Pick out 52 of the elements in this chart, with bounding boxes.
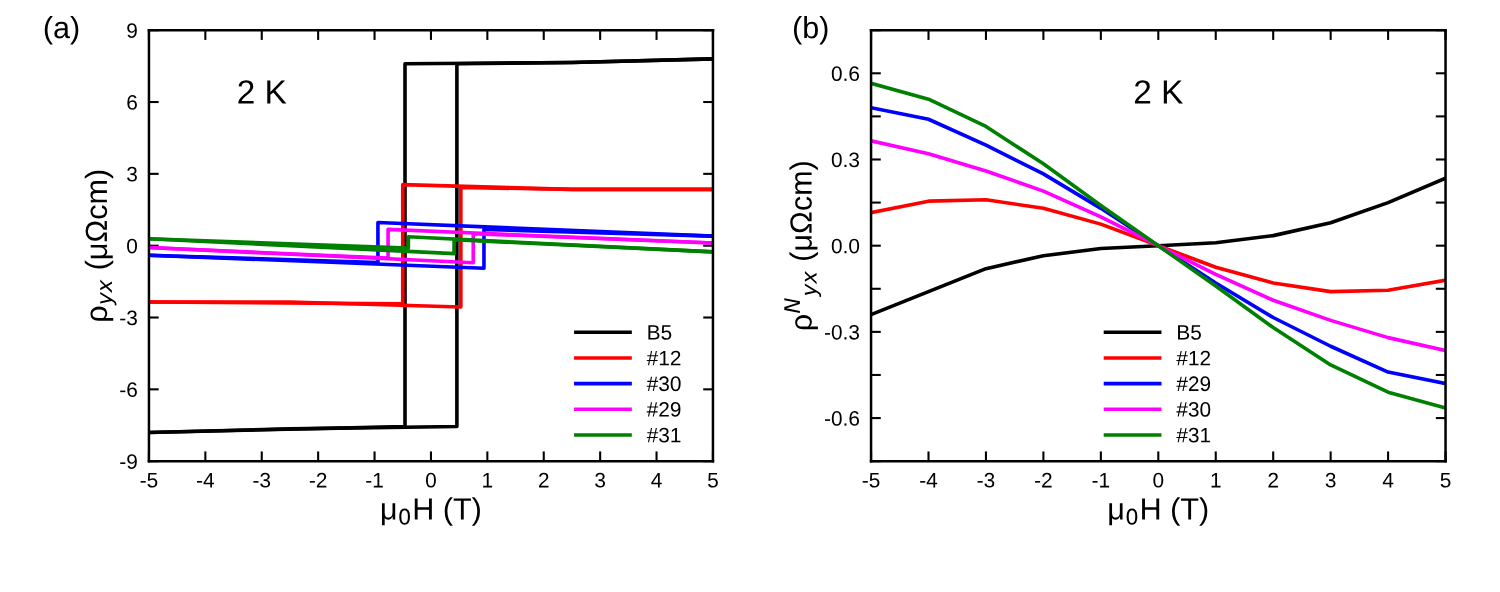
legend-label: #31 [1176,427,1211,443]
x-tick-label: 5 [707,473,718,488]
x-tick-label: 0 [1153,472,1164,488]
x-tick-label: 1 [483,473,493,488]
y-axis-title: ρ$_{yx}$ (μΩcm) [84,170,117,321]
annotation: 2 K [1134,80,1183,104]
text: (b) [793,15,828,45]
legend-label: #12 [1176,350,1211,366]
y-tick-label: 0.0 [831,238,860,254]
x-tick-label: 0 [425,472,436,488]
y-tick-label: -0.6 [824,411,860,426]
legend-label: B5 [1178,325,1201,340]
annotation: 2 K [238,80,287,104]
x-tick-label: -3 [977,472,995,488]
y-tick-label: 0.6 [831,66,860,82]
y-tick-label: 6 [127,95,137,110]
y-tick-label: -6 [120,382,137,398]
legend-label: #30 [1176,402,1211,417]
legend-label: #29 [646,402,681,417]
x-tick-label: 5 [1440,473,1451,488]
y-tick-label: 3 [127,166,137,182]
y-tick-label: 0 [127,238,138,254]
y-tick-label: -3 [120,310,137,326]
legend-label: #30 [646,376,681,392]
x-tick-label: -4 [920,473,938,488]
x-tick-label: 2 [539,472,549,488]
x-tick-label: -1 [366,473,383,488]
y-tick-label: 0.3 [831,152,860,168]
x-axis-title: μ$_{0}$H (T) [1109,497,1208,526]
x-tick-label: 3 [1325,472,1336,488]
legend-label: B5 [648,325,672,340]
legend-label: #31 [646,427,681,443]
x-axis-title: μ$_{0}$H (T) [381,497,480,526]
text: (a) [44,15,79,45]
legend-label: #29 [1176,376,1211,392]
x-tick-label: -1 [1092,473,1110,488]
x-tick-label: -3 [253,472,271,488]
x-tick-label: 4 [1382,473,1394,488]
x-tick-label: 3 [595,472,606,488]
x-tick-label: -5 [862,473,880,488]
x-tick-label: 4 [651,473,662,488]
x-tick-label: -5 [140,473,158,488]
y-tick-label: -9 [120,454,137,469]
y-tick-label: 9 [127,23,137,38]
x-tick-label: -2 [1035,472,1052,488]
x-tick-label: 1 [1211,473,1221,488]
legend-label: #12 [646,350,681,366]
x-tick-label: -4 [197,473,214,488]
y-tick-label: -0.3 [824,324,860,340]
y-axis-title: ρ$^{N}$$_{yx}$ (μΩcm) [784,162,822,330]
x-tick-label: 2 [1268,472,1278,488]
x-tick-label: -2 [309,472,327,488]
